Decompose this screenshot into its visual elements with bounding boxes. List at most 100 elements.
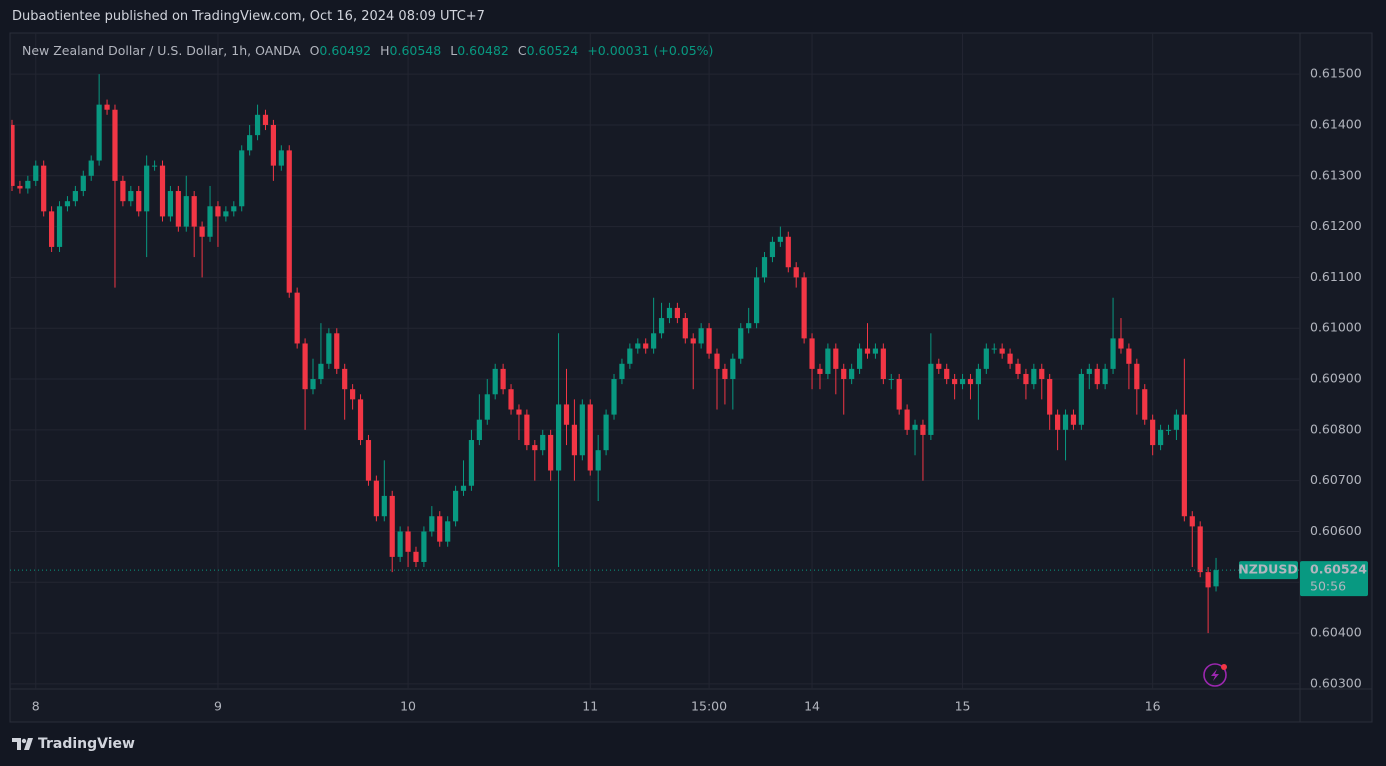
- candle-body: [11, 124, 15, 186]
- candle-body: [64, 201, 71, 207]
- ohlc: O0.60492 H0.60548 L0.60482 C0.60524: [310, 43, 588, 58]
- candle-body: [389, 495, 395, 557]
- x-tick-label: 16: [1145, 699, 1161, 714]
- candle-body: [1157, 429, 1164, 446]
- candle-body: [151, 165, 158, 167]
- candle-body: [944, 368, 950, 380]
- candle-body: [548, 434, 554, 471]
- candle-body: [72, 191, 78, 202]
- ohlc-value: 0.60492: [319, 43, 372, 58]
- candle-body: [421, 531, 427, 562]
- candle-body: [1150, 419, 1156, 446]
- chart-panel: [9, 32, 1373, 723]
- candle-body: [215, 206, 221, 217]
- candle-body: [872, 348, 879, 354]
- candle-body: [991, 348, 997, 350]
- candle-body: [746, 323, 752, 329]
- change: +0.00031 (+0.05%): [587, 43, 714, 58]
- y-tick-label: 0.61000: [1310, 320, 1362, 335]
- brand: TradingView: [12, 736, 135, 752]
- candle-body: [302, 343, 308, 390]
- candle-body: [334, 333, 340, 369]
- candle-body: [484, 394, 490, 420]
- candle-body: [825, 348, 831, 374]
- candle-body: [761, 257, 768, 278]
- candle-body: [571, 424, 578, 456]
- candle-body: [936, 363, 942, 369]
- y-tick-label: 0.60300: [1310, 675, 1362, 690]
- candle-body: [136, 191, 142, 212]
- candle-body: [1181, 414, 1187, 517]
- candle-body: [1086, 368, 1092, 374]
- candle-body: [199, 226, 205, 237]
- candle-body: [952, 379, 958, 385]
- candle-body: [706, 328, 712, 354]
- candle-body: [1189, 516, 1195, 527]
- candle-body: [310, 379, 316, 390]
- ohlc-value: 0.60524: [526, 43, 579, 58]
- x-tick-label: 11: [582, 699, 598, 714]
- candle-body: [801, 277, 807, 339]
- candle-body: [999, 348, 1005, 354]
- candle-body: [1039, 368, 1045, 380]
- candle-body: [1126, 348, 1132, 364]
- y-tick-label: 0.60600: [1310, 523, 1362, 538]
- candle-body: [603, 414, 609, 451]
- brand-logo: [12, 738, 33, 750]
- candle-body: [17, 185, 23, 189]
- candle-body: [1031, 368, 1037, 385]
- candle-body: [247, 135, 253, 151]
- candle-body: [777, 236, 783, 242]
- candle-body: [722, 368, 728, 380]
- candle-body: [714, 353, 720, 369]
- candle-body: [452, 490, 459, 522]
- candle-body: [959, 379, 966, 385]
- candle-body: [658, 318, 665, 334]
- candle-body: [80, 175, 86, 192]
- candle-body: [104, 104, 110, 110]
- candle-body: [1213, 570, 1219, 587]
- y-tick-label: 0.61200: [1310, 218, 1362, 233]
- candle-body: [785, 236, 791, 268]
- candle-body: [1134, 363, 1140, 390]
- ohlc-value: 0.60482: [457, 43, 509, 58]
- candle-body: [738, 328, 744, 359]
- x-tick-label: 9: [214, 699, 222, 714]
- candle-body: [278, 150, 284, 166]
- candle-body: [25, 180, 31, 189]
- candle-body: [468, 440, 475, 486]
- axes: 0.603000.604000.605000.606000.607000.608…: [10, 66, 1368, 714]
- candle-body: [1007, 353, 1013, 364]
- candle-body: [128, 191, 134, 202]
- candle-body: [849, 368, 855, 380]
- ohlc-letter: H: [380, 43, 390, 58]
- y-tick-label: 0.60400: [1310, 625, 1362, 640]
- candle-body: [33, 165, 39, 181]
- candle-body: [754, 277, 760, 324]
- ohlc-value: 0.60548: [389, 43, 442, 58]
- candle-body: [595, 450, 601, 471]
- price-tag-label: 0.60524: [1310, 562, 1367, 577]
- candle-body: [540, 434, 546, 451]
- symbol-tag-label: NZDUSD: [1238, 562, 1297, 577]
- candle-body: [967, 379, 974, 385]
- candle-body: [405, 531, 411, 552]
- candle-body: [500, 368, 506, 390]
- y-tick-label: 0.60800: [1310, 421, 1362, 436]
- candle-body: [1062, 414, 1069, 430]
- candle-body: [167, 191, 174, 217]
- candle-body: [175, 191, 181, 227]
- x-tick-label: 8: [32, 699, 40, 714]
- candle-body: [611, 379, 617, 415]
- candle-body: [643, 343, 649, 349]
- candle-body: [254, 114, 261, 136]
- candle-body: [888, 379, 894, 381]
- candle-body: [841, 368, 847, 380]
- candle-body: [262, 114, 269, 125]
- candle-body: [294, 292, 300, 344]
- candle-body: [1173, 414, 1180, 430]
- candle-body: [96, 104, 102, 161]
